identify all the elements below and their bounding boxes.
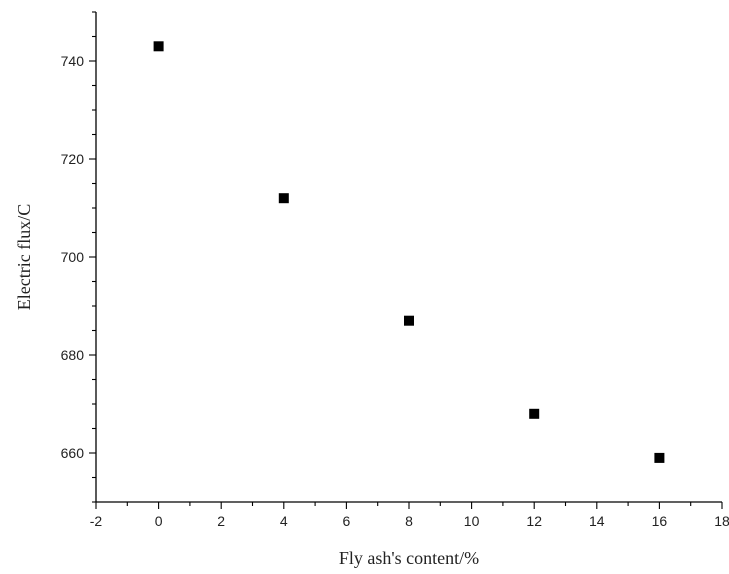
y-axis-ticks: 660 680 700 720 740: [61, 11, 96, 503]
x-tick-label: 0: [155, 513, 163, 529]
x-tick-label: -2: [90, 513, 103, 529]
x-tick-label: 18: [714, 513, 729, 529]
data-point: [278, 193, 289, 204]
y-tick-label: 700: [61, 249, 85, 265]
x-tick-label: 6: [343, 513, 351, 529]
y-axis-title: Electric flux/C: [14, 204, 34, 310]
data-points: [153, 41, 665, 463]
data-point: [654, 452, 665, 463]
data-point: [529, 408, 540, 419]
y-tick-label: 720: [61, 151, 85, 167]
data-point: [404, 315, 414, 326]
x-tick-label: 2: [217, 513, 225, 529]
x-tick-label: 12: [526, 513, 542, 529]
x-tick-label: 4: [280, 513, 288, 529]
x-axis-ticks: -2 0 2 4 6 8 10 12 14 16 18: [90, 502, 729, 529]
x-tick-label: 16: [652, 513, 668, 529]
x-tick-label: 10: [464, 513, 480, 529]
x-tick-label: 14: [589, 513, 605, 529]
data-point: [153, 41, 164, 52]
x-axis-title: Fly ash's content/%: [339, 548, 479, 568]
y-tick-label: 680: [61, 347, 85, 363]
x-tick-label: 8: [405, 513, 413, 529]
y-tick-label: 660: [61, 445, 85, 461]
y-tick-label: 740: [61, 53, 85, 69]
